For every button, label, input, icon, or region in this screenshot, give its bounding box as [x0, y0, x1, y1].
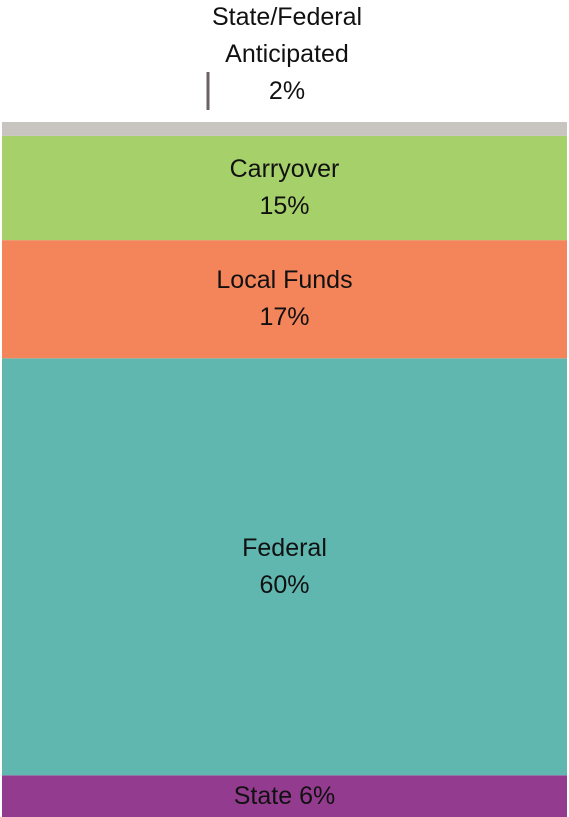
bar-segment: [2, 240, 567, 359]
segment-value-label: 2%: [268, 77, 306, 105]
bar-segment: [2, 135, 567, 241]
segment-value-label: 6%: [299, 781, 336, 810]
bar-segment: [2, 775, 567, 817]
segment-label: Carryover 15%: [2, 151, 567, 225]
segment-value-label: 15%: [259, 192, 310, 221]
segment-name: Federal: [242, 533, 327, 562]
segment-label: State 6%: [2, 778, 567, 815]
segment-name: State/Federal Anticipated: [211, 3, 363, 68]
segment-name: State: [233, 781, 293, 810]
segment-name: Carryover: [229, 155, 340, 184]
segment-value-label: 17%: [259, 303, 310, 332]
segment-label: Local Funds 17%: [2, 262, 567, 336]
bar-segment: [2, 122, 567, 136]
segment-label: Federal 60%: [2, 530, 567, 604]
segment-name: Local Funds: [216, 266, 353, 295]
bar-segment: [2, 358, 567, 776]
segment-label: State/Federal Anticipated 2%: [172, 0, 402, 110]
segment-value-label: 60%: [259, 570, 310, 599]
